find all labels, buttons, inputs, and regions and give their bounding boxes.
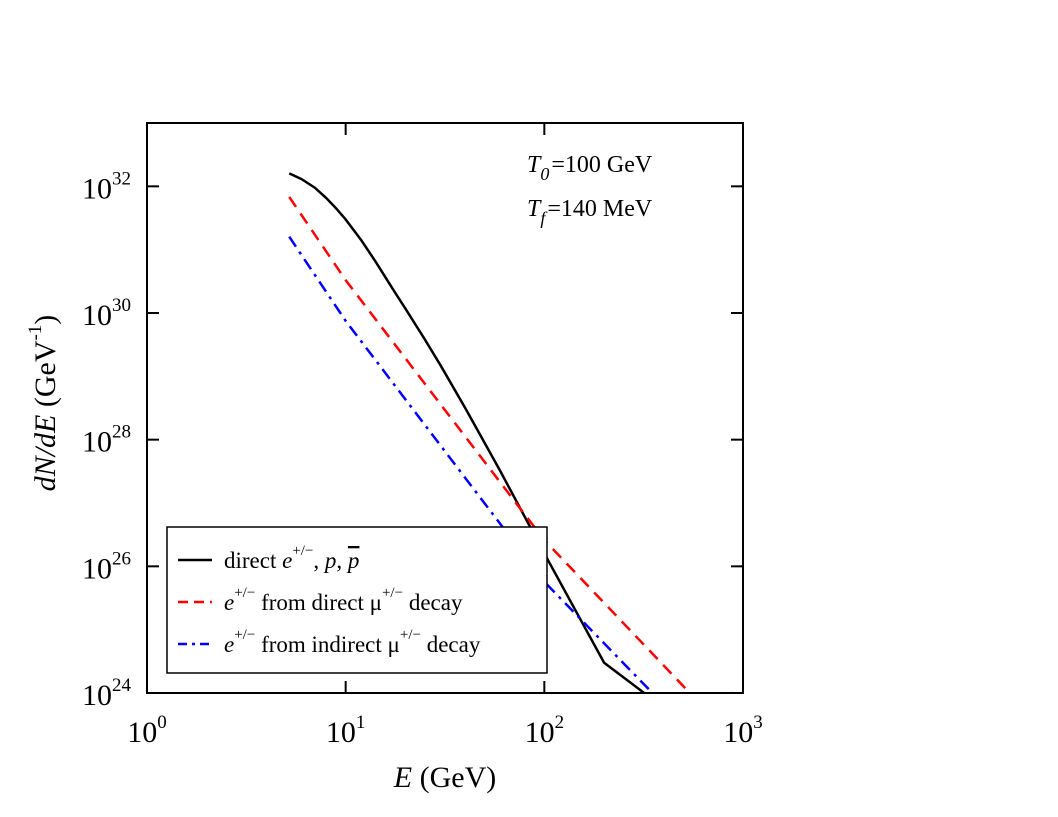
axis-titles: E (GeV) dN/dE (GeV-1) [25,315,496,794]
y-axis-title: dN/dE (GeV-1) [25,315,62,492]
plot-frame [146,122,744,694]
y-tick-labels: 1024 1026 1028 1030 1032 [82,168,132,712]
y-tick-label-1: 1026 [82,548,131,585]
legend-box [166,526,548,674]
x-tick-label-1: 101 [326,712,366,749]
annotations: T0=100 GeV Tf=140 MeV [527,152,653,228]
legend-label-0: direct e+/−, p, p [224,543,359,573]
x-tick-label-0: 100 [127,712,167,749]
series-line-dashed [288,196,691,693]
plot-border [146,122,744,694]
legend-label-2: e+/− from indirect μ+/− decay [224,627,481,657]
annotation-0: T0=100 GeV [527,152,653,184]
legend: direct e+/−, p, p e+/− from direct μ+/− d… [166,526,548,674]
series-line-dashdot [288,236,654,693]
y-tick-label-3: 1030 [82,295,131,332]
legend-label-1: e+/− from direct μ+/− decay [224,585,463,615]
x-axis-title: E (GeV) [393,761,496,794]
y-tick-label-2: 1028 [82,422,131,459]
y-tick-label-0: 1024 [82,675,132,712]
annotation-1: Tf=140 MeV [527,196,653,228]
x-tick-labels: 100 101 102 103 [127,712,763,749]
axis-ticks [146,123,744,694]
x-tick-label-2: 102 [525,712,565,749]
y-tick-label-4: 1032 [82,168,131,205]
x-tick-label-3: 103 [723,712,763,749]
